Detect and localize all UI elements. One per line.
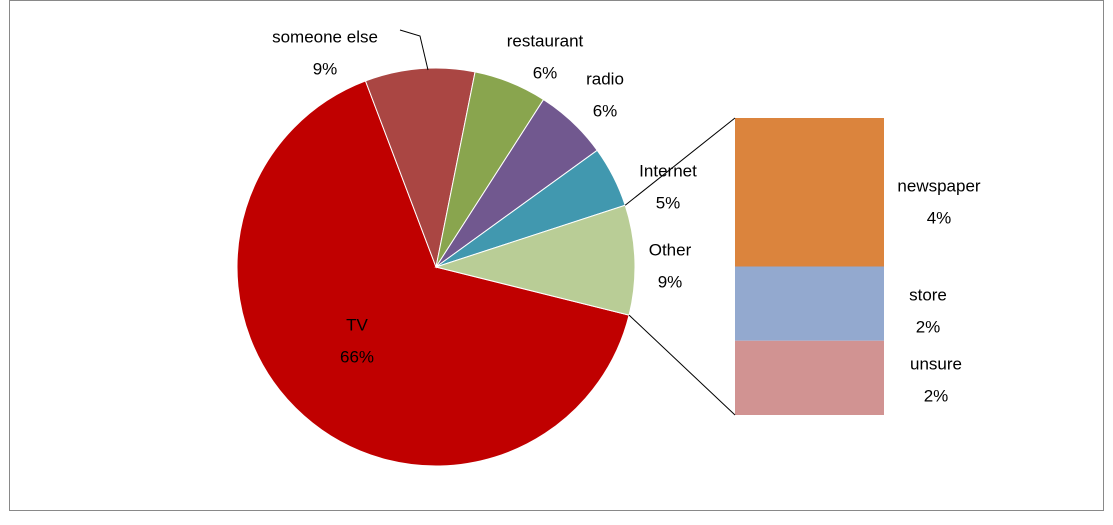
slice-value-label: 5%	[656, 193, 681, 212]
leader-line	[399, 29, 429, 71]
slice-value-label: 9%	[313, 59, 338, 78]
slice-value-label: 9%	[658, 272, 683, 291]
connector-line	[624, 117, 736, 206]
slice-label: Other	[649, 240, 692, 259]
segment-label: newspaper	[897, 176, 981, 195]
slice-label: someone else	[272, 27, 378, 46]
pie-slice	[364, 67, 476, 269]
segment-label: store	[909, 285, 947, 304]
pie-slice	[236, 80, 630, 467]
segment-value-label: 2%	[916, 317, 941, 336]
segment-value-label: 4%	[927, 208, 952, 227]
slice-label: TV	[346, 315, 368, 334]
slice-label: radio	[586, 69, 624, 88]
connector-line	[628, 314, 736, 416]
slice-value-label: 66%	[340, 347, 374, 366]
segment-label: unsure	[910, 354, 962, 373]
bar-segment	[735, 118, 884, 267]
slice-value-label: 6%	[533, 63, 558, 82]
bar-segment	[735, 340, 884, 415]
slice-value-label: 6%	[593, 101, 618, 120]
pie-slice	[434, 204, 636, 316]
segment-value-label: 2%	[924, 386, 949, 405]
slice-label: restaurant	[507, 31, 584, 50]
bar-segment	[735, 266, 884, 341]
